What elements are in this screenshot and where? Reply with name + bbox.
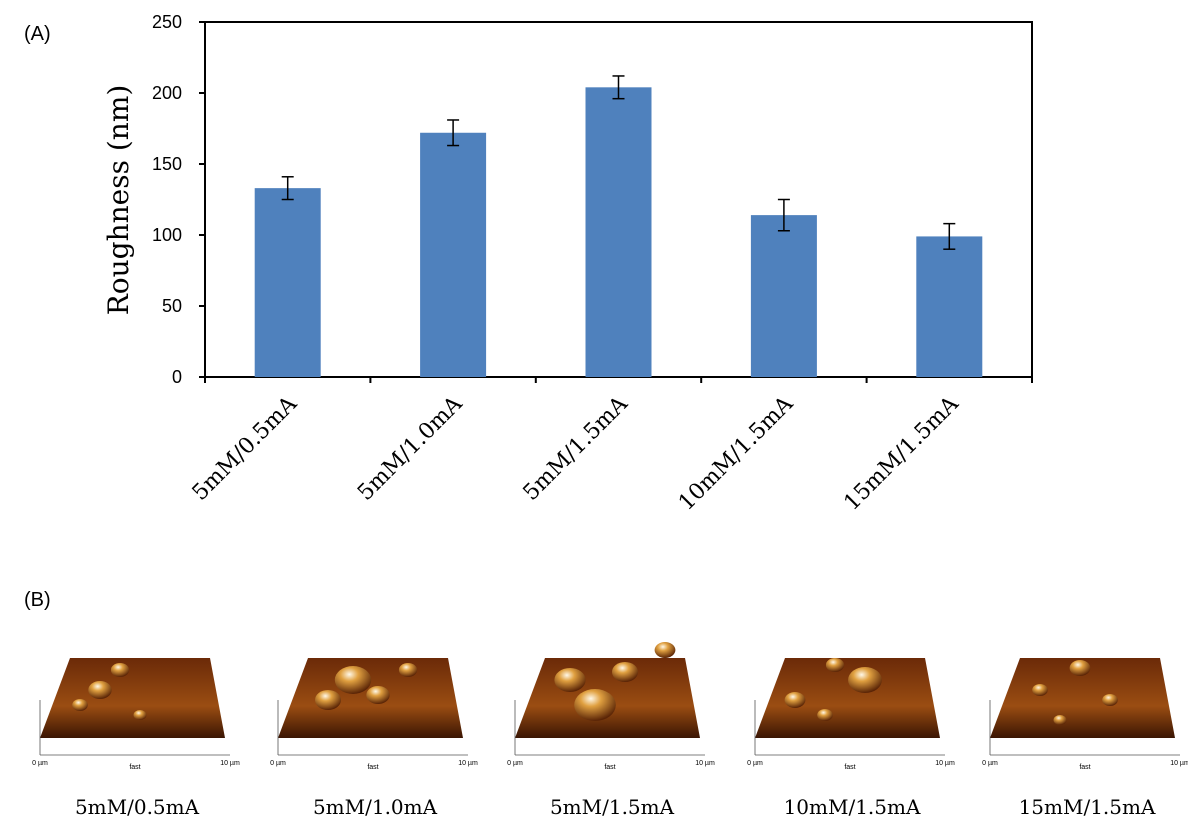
afm-axis-label: 0 µm bbox=[747, 760, 763, 767]
afm-axis-label: fast bbox=[367, 764, 378, 771]
afm-axis-label: 10 µm bbox=[695, 760, 715, 767]
afm-surface bbox=[755, 658, 940, 738]
afm-axis-label: 0 µm bbox=[982, 760, 998, 767]
bar bbox=[586, 87, 652, 377]
afm-peak bbox=[655, 642, 676, 658]
y-tick-label: 100 bbox=[152, 225, 182, 245]
afm-axis-label: 0 µm bbox=[32, 760, 48, 767]
afm-axis-label: 0 µm bbox=[270, 760, 286, 767]
x-tick-label: 5mM/1.5mA bbox=[519, 391, 634, 506]
x-tick-label: 10mM/1.5mA bbox=[674, 391, 799, 516]
afm-peak bbox=[399, 663, 417, 677]
afm-peak bbox=[826, 658, 844, 672]
figure: (A) (B) Roughness (nm) 0 50 100 150 200 250 5m… bbox=[0, 0, 1188, 822]
afm-peak bbox=[817, 709, 833, 721]
afm-peak bbox=[1054, 715, 1067, 725]
afm-peak bbox=[1032, 684, 1048, 696]
afm-peak bbox=[134, 710, 147, 720]
afm-image bbox=[515, 642, 705, 755]
panel-label: (B) bbox=[24, 589, 51, 611]
afm-peak bbox=[1070, 660, 1091, 676]
afm-peak bbox=[88, 681, 111, 699]
afm-peak bbox=[612, 662, 638, 682]
afm-axis-label: 10 µm bbox=[935, 760, 955, 767]
afm-axis-label: 10 µm bbox=[220, 760, 240, 767]
afm-axis-label: fast bbox=[844, 764, 855, 771]
afm-image bbox=[278, 658, 468, 755]
afm-caption: 15mM/1.5mA bbox=[1019, 795, 1156, 819]
afm-axis-label: 0 µm bbox=[507, 760, 523, 767]
afm-peak bbox=[1102, 694, 1118, 706]
afm-image bbox=[40, 658, 230, 755]
afm-image bbox=[990, 658, 1180, 755]
y-tick-label: 250 bbox=[152, 12, 182, 32]
afm-peak bbox=[848, 667, 882, 693]
y-tick-label: 0 bbox=[172, 367, 182, 387]
panel-label: (A) bbox=[24, 23, 51, 45]
afm-peak bbox=[72, 699, 88, 711]
bar bbox=[916, 236, 982, 377]
afm-axis-label: fast bbox=[604, 764, 615, 771]
afm-peak bbox=[574, 689, 616, 721]
afm-peak bbox=[554, 668, 585, 692]
afm-caption: 5mM/0.5mA bbox=[75, 795, 200, 819]
afm-axis-label: 10 µm bbox=[458, 760, 478, 767]
bar bbox=[255, 188, 321, 377]
y-tick-label: 150 bbox=[152, 154, 182, 174]
afm-peak bbox=[315, 690, 341, 710]
y-tick-label: 50 bbox=[162, 296, 182, 316]
afm-caption: 10mM/1.5mA bbox=[784, 795, 921, 819]
afm-peak bbox=[785, 692, 806, 708]
afm-peak bbox=[111, 663, 129, 677]
afm-caption: 5mM/1.5mA bbox=[550, 795, 675, 819]
x-tick-label: 15mM/1.5mA bbox=[839, 391, 964, 516]
y-axis-label: Roughness (nm) bbox=[102, 85, 135, 316]
afm-axis-label: fast bbox=[1079, 764, 1090, 771]
afm-peak bbox=[366, 686, 389, 704]
afm-surface bbox=[40, 658, 225, 738]
bar bbox=[420, 133, 486, 377]
bar bbox=[751, 215, 817, 377]
afm-peak bbox=[335, 666, 371, 694]
afm-caption: 5mM/1.0mA bbox=[313, 795, 438, 819]
afm-image bbox=[755, 658, 945, 755]
afm-axis-label: 10 µm bbox=[1170, 760, 1188, 767]
y-tick-label: 200 bbox=[152, 83, 182, 103]
afm-axis-label: fast bbox=[129, 764, 140, 771]
x-tick-label: 5mM/0.5mA bbox=[188, 391, 303, 506]
x-tick-label: 5mM/1.0mA bbox=[353, 391, 468, 506]
